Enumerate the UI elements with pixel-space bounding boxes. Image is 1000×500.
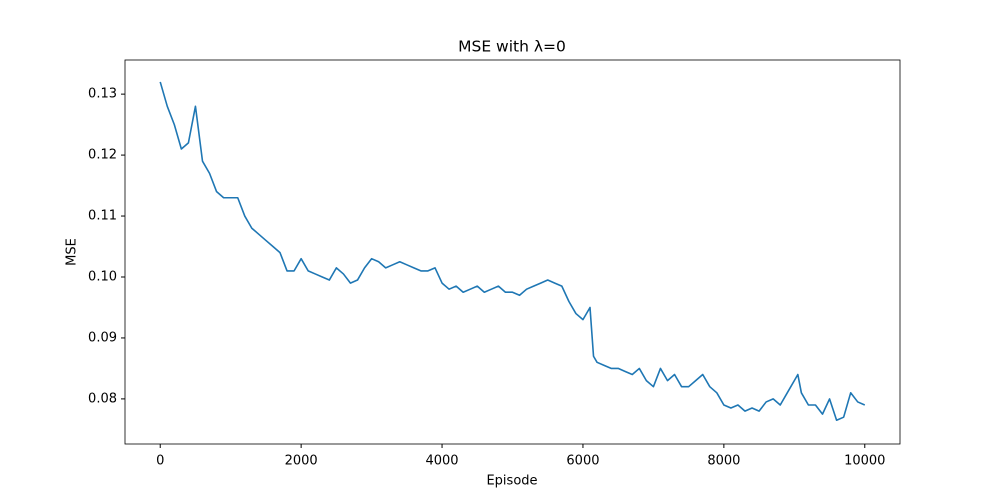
y-tick-label: 0.11 (88, 209, 117, 224)
x-axis-label: Episode (486, 474, 537, 489)
y-axis-label: MSE (65, 238, 80, 266)
x-tick-label: 6000 (566, 454, 599, 469)
y-tick-label: 0.10 (88, 269, 117, 284)
y-tick-label: 0.12 (88, 148, 117, 163)
x-tick-label: 0 (156, 454, 164, 469)
x-tick-label: 4000 (425, 454, 458, 469)
plot-frame (124, 59, 901, 445)
y-tick-label: 0.13 (88, 87, 117, 102)
y-tick-label: 0.08 (88, 391, 117, 406)
x-tick-label: 10000 (844, 454, 885, 469)
chart-title: MSE with λ=0 (458, 38, 566, 56)
x-tick-label: 8000 (707, 454, 740, 469)
data-line (159, 81, 866, 422)
x-tick-label: 2000 (285, 454, 318, 469)
y-tick-label: 0.09 (88, 330, 117, 345)
